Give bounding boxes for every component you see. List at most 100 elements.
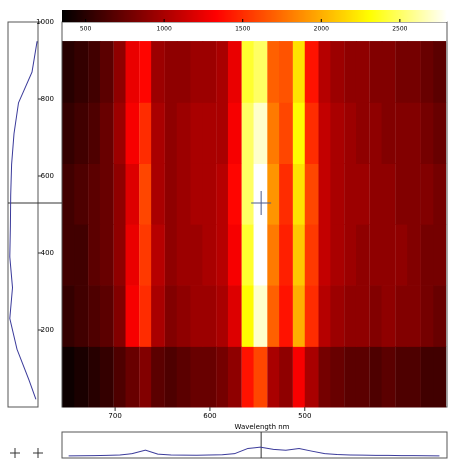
- heatmap-cell: [304, 102, 319, 164]
- heatmap-cell: [99, 163, 114, 225]
- heatmap-cell: [344, 163, 357, 225]
- heatmap-cell: [202, 224, 217, 286]
- heatmap-cell: [279, 41, 293, 103]
- heatmap-cell: [164, 285, 178, 347]
- heatmap-cell: [164, 163, 178, 225]
- heatmap-cell: [395, 346, 409, 408]
- heatmap-cell: [433, 346, 447, 408]
- heatmap-cell: [253, 285, 268, 347]
- heatmap-cell: [433, 163, 447, 225]
- heatmap-cell: [344, 41, 357, 103]
- heatmap-cell: [407, 346, 421, 408]
- heatmap-cell: [318, 163, 332, 225]
- heatmap-cell: [241, 285, 255, 347]
- heatmap-cell: [216, 41, 229, 103]
- x-axis-label: Wavelength nm: [234, 423, 289, 431]
- colorbar-tick-label: 2000: [314, 26, 329, 33]
- heatmap-cell: [267, 346, 281, 408]
- heatmap-cell: [381, 224, 396, 286]
- heatmap-cell: [74, 102, 89, 164]
- heatmap-cell: [355, 224, 370, 286]
- heatmap-cell: [88, 224, 101, 286]
- heatmap-cell: [330, 102, 345, 164]
- y-tick-label: 400: [41, 249, 54, 257]
- heatmap-cell: [88, 346, 101, 408]
- side-profile-frame: [7, 21, 39, 408]
- heatmap-cell: [395, 163, 409, 225]
- heatmap-cell: [227, 102, 242, 164]
- heatmap-cell: [253, 346, 268, 408]
- heatmap-cell: [420, 41, 434, 103]
- heatmap-cell: [279, 102, 293, 164]
- heatmap-cell: [267, 163, 281, 225]
- heatmap-cell: [125, 102, 140, 164]
- heatmap-cell: [355, 163, 370, 225]
- move-icons[interactable]: [10, 448, 43, 458]
- heatmap-cell: [304, 224, 319, 286]
- heatmap-cell: [99, 346, 114, 408]
- x-tick-label: 500: [298, 412, 311, 420]
- crosshair: [251, 190, 272, 215]
- heatmap-cell: [407, 163, 421, 225]
- heatmap-cell: [176, 41, 191, 103]
- heatmap-cell: [99, 102, 114, 164]
- x-tick-label: 600: [203, 412, 216, 420]
- heatmap-cell: [241, 163, 255, 225]
- heatmap-cell: [292, 346, 306, 408]
- heatmap-cell: [151, 224, 165, 286]
- heatmap-cell: [407, 41, 421, 103]
- heatmap-cell: [279, 285, 293, 347]
- heatmap-cell: [241, 41, 255, 103]
- heatmap-cell: [318, 285, 332, 347]
- colorbar-tick-label: 2500: [392, 26, 407, 33]
- heatmap-cell: [241, 346, 255, 408]
- heatmap-cell: [62, 285, 76, 347]
- heatmap-cell: [190, 102, 204, 164]
- heatmap-cell: [125, 346, 140, 408]
- heatmap-cell: [369, 102, 383, 164]
- heatmap-cell: [420, 163, 434, 225]
- heatmap-cell: [330, 224, 345, 286]
- heatmap-cell: [62, 102, 76, 164]
- colorbar-tick-label: 1500: [235, 26, 250, 33]
- heatmap-cell: [330, 41, 345, 103]
- heatmap-cell: [369, 41, 383, 103]
- heatmap-cell: [216, 163, 229, 225]
- heatmap-cell: [151, 346, 165, 408]
- heatmap-cell: [125, 163, 140, 225]
- heatmap-cell: [241, 102, 255, 164]
- heatmap-cell: [88, 163, 101, 225]
- heatmap-cell: [381, 163, 396, 225]
- heatmap-cell: [202, 285, 217, 347]
- heatmap-cell: [267, 224, 281, 286]
- heatmap-cell: [381, 285, 396, 347]
- heatmap-cell: [202, 346, 217, 408]
- heatmap-cell: [190, 346, 204, 408]
- heatmap-cell: [279, 224, 293, 286]
- heatmap-cell: [74, 346, 89, 408]
- heatmap-cell: [99, 224, 114, 286]
- heatmap-cell: [227, 346, 242, 408]
- heatmap-cell: [190, 224, 204, 286]
- heatmap-cell: [74, 163, 89, 225]
- heatmap-cell: [88, 285, 101, 347]
- heatmap-cell: [216, 102, 229, 164]
- heatmap-cell: [369, 163, 383, 225]
- heatmap-cell: [433, 102, 447, 164]
- heatmap-cell: [267, 41, 281, 103]
- heatmap-cell: [344, 224, 357, 286]
- heatmap-cell: [227, 224, 242, 286]
- heatmap-cell: [381, 346, 396, 408]
- heatmap-cell: [381, 41, 396, 103]
- heatmap-cell: [292, 163, 306, 225]
- heatmap-cell: [330, 346, 345, 408]
- heatmap-cell: [190, 285, 204, 347]
- heatmap-cell: [216, 285, 229, 347]
- heatmap-cell: [369, 346, 383, 408]
- heatmap-cell: [355, 285, 370, 347]
- x-tick-label: 700: [108, 412, 121, 420]
- heatmap-cell: [88, 41, 101, 103]
- heatmap-cell: [318, 41, 332, 103]
- heatmap-cell: [113, 224, 127, 286]
